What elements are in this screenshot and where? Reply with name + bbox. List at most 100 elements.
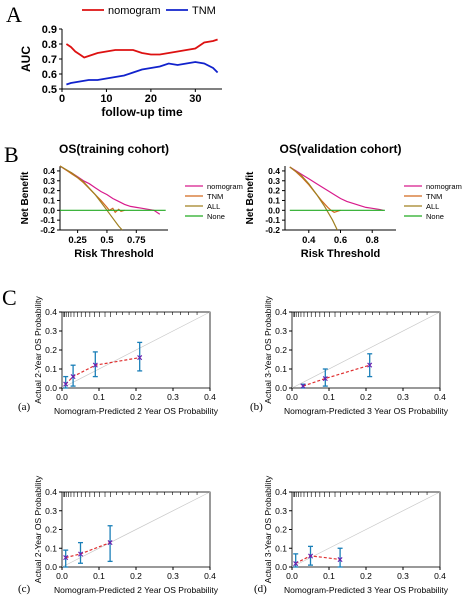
calib-b-x-tick-label: 0.2 [360,392,372,402]
calib-a-chart: 0.0 0.1 0.2 0.3 0.4 0.0 0.1 0.2 0.3 0.4 Nomogram-P… [33,296,219,416]
calib-c-y-tick-label: 0.1 [45,543,57,553]
dca-validation-legend-label-none: None [426,212,444,221]
auc-y-tick-label: 0.7 [42,54,57,66]
dca-validation-y-tick-label: 0.1 [268,195,280,205]
calib-d-fit-line [295,555,341,564]
dca-validation-title: OS(validation cohort) [279,142,401,156]
sub-letter-a: (a) [18,401,31,413]
auc-chart: 0.5 0.6 0.7 0.8 0.9 0 10 20 30 follow-up time AUC n… [19,5,222,119]
calib-c-y-axis-label: Actual 2-Year OS Probability [33,475,43,583]
auc-legend-label-tnm: TNM [192,5,216,17]
panel-letter-b: B [4,142,19,167]
dca-training-legend-label-none: None [207,212,225,221]
dca-validation-y-tick-label: 0.4 [268,166,280,176]
calib-a-y-tick-label: 0.2 [45,345,57,355]
dca-training-y-tick-label: 0.1 [43,195,55,205]
calib-a-x-tick-label: 0.3 [167,392,179,402]
calib-d-x-tick-label: 0.3 [397,571,409,581]
calib-b-y-tick-label: 0.4 [275,307,287,317]
sub-letter-d: (d) [254,583,267,595]
dca-validation-y-tick-label: -0.1 [265,215,280,225]
dca-training-y-tick-label: 0.3 [43,176,55,186]
calib-a-y-tick-label: 0.0 [45,383,57,393]
calib-c-point: × [107,538,113,549]
dca-training-y-tick-label: 0.2 [43,186,55,196]
calib-d-chart: 0.0 0.1 0.2 0.3 0.4 0.0 0.1 0.2 0.3 0.4 Nomogram-P… [263,475,449,595]
calib-c-x-tick-label: 0.4 [204,571,216,581]
sub-letter-c: (c) [18,583,31,595]
auc-x-tick-label: 20 [145,93,157,105]
dca-validation-y-tick-label: 0.3 [268,176,280,186]
calib-d-y-tick-label: 0.1 [275,543,287,553]
dca-validation-series-all [289,166,338,231]
calib-a-ideal-line [61,311,211,389]
calib-c-x-tick-label: 0.1 [93,571,105,581]
calib-d-x-axis-label: Nomogram-Predicted 3 Year OS Probability [284,585,449,595]
calib-c-x-tick-label: 0.0 [56,571,68,581]
calib-a-x-tick-label: 0.1 [93,392,105,402]
calib-a-x-tick-label: 0.4 [204,392,216,402]
dca-training-chart: OS(training cohort)-0.2-0.10.00.10.20.30… [20,142,243,260]
calib-b-x-tick-label: 0.1 [323,392,335,402]
calib-d-y-tick-label: 0.0 [275,562,287,572]
auc-series-nomogram [65,38,218,59]
calib-d-x-tick-label: 0.1 [323,571,335,581]
dca-validation-series-tnm [289,166,341,213]
dca-training-series-all [59,165,123,231]
calib-d-y-tick-label: 0.3 [275,506,287,516]
auc-x-tick-label: 10 [100,93,112,105]
dca-validation-x-axis-label: Risk Threshold [301,248,380,260]
calib-c-y-tick-label: 0.4 [45,487,57,497]
calib-c-y-tick-label: 0.2 [45,525,57,535]
calib-d-point: × [308,551,314,562]
auc-series-tnm [66,61,219,86]
calib-d-ideal-line [291,491,441,568]
dca-training-x-axis-label: Risk Threshold [74,248,153,260]
calib-c-fit-line [65,542,111,559]
dca-validation-series-nomogram [289,166,384,211]
dca-training-legend-label-tnm: TNM [207,192,223,201]
dca-validation-legend-label-tnm: TNM [426,192,442,201]
calib-c-x-axis-label: Nomogram-Predicted 2 Year OS Probability [54,585,219,595]
calib-c-x-tick-label: 0.3 [167,571,179,581]
dca-training-x-tick-label: 0.5 [100,235,114,246]
calib-b-x-axis-label: Nomogram-Predicted 3 Year OS Probability [284,406,449,416]
calib-c-point: × [78,549,84,560]
calib-b-y-axis-label: Actual 3-Year OS Probability [263,296,273,404]
calib-a-x-tick-label: 0.2 [130,392,142,402]
calib-a-point: × [137,353,143,364]
calib-c-y-tick-label: 0.3 [45,506,57,516]
calib-b-fit-line [302,364,370,387]
calib-a-y-tick-label: 0.1 [45,364,57,374]
auc-y-tick-label: 0.8 [42,39,57,51]
calib-d-x-tick-label: 0.0 [286,571,298,581]
sub-letter-b: (b) [250,401,263,413]
calib-c-x-tick-label: 0.2 [130,571,142,581]
calib-d-y-tick-label: 0.2 [275,525,287,535]
dca-training-legend-label-nomogram: nomogram [207,182,243,191]
auc-y-axis-label: AUC [19,46,33,72]
calib-d-x-tick-label: 0.4 [434,571,446,581]
dca-validation-legend-label-nomogram: nomogram [426,182,462,191]
auc-legend-label-nomogram: nomogram [108,5,161,17]
auc-x-tick-label: 30 [189,93,201,105]
dca-validation-x-tick-label: 0.4 [302,235,316,246]
calib-b-x-tick-label: 0.0 [286,392,298,402]
dca-training-x-tick-label: 0.75 [127,235,146,246]
dca-training-y-axis-label: Net Benefit [20,171,31,224]
calib-a-point: × [92,361,98,372]
panel-letter-a: A [6,2,22,27]
calib-d-point: × [293,559,299,570]
calib-a-point: × [70,372,76,383]
calib-a-y-tick-label: 0.3 [45,326,57,336]
calib-b-ideal-line [291,311,441,389]
dca-validation-x-tick-label: 0.6 [334,235,347,246]
calib-c-point: × [63,553,69,564]
calib-a-y-tick-label: 0.4 [45,307,57,317]
calib-b-x-tick-label: 0.4 [434,392,446,402]
calib-d-y-axis-label: Actual 3-Year OS Probability [263,475,273,583]
dca-training-series-tnm [59,165,125,214]
calib-a-y-axis-label: Actual 2-Year OS Probability [33,296,43,404]
calib-c-y-tick-label: 0.0 [45,562,57,572]
